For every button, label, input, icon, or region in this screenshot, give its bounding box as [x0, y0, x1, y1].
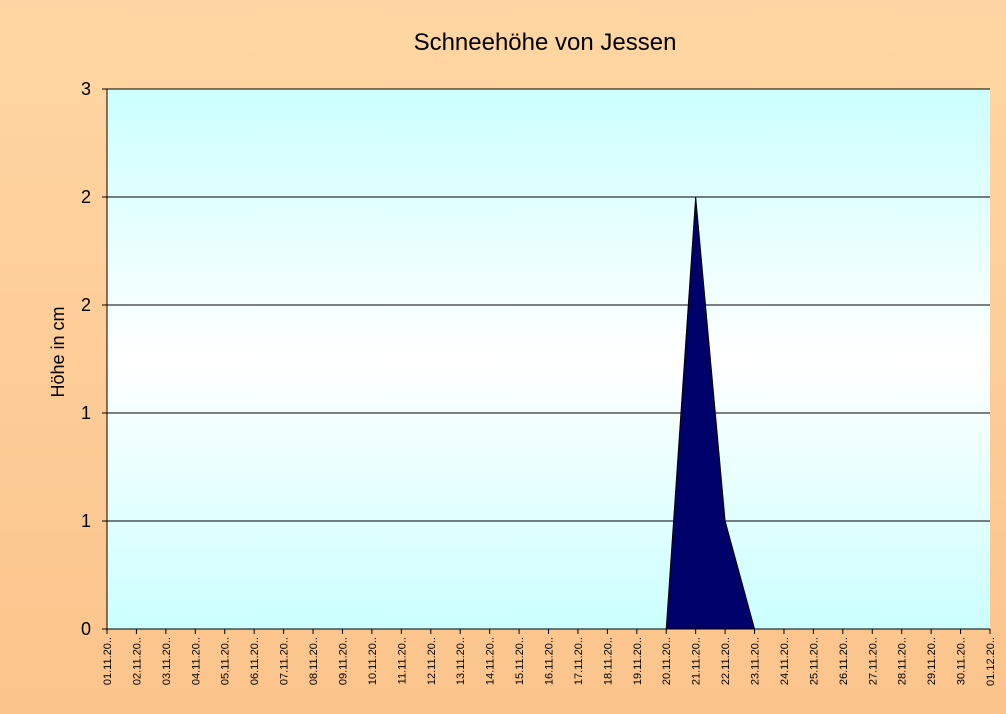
x-tick-label: 16.11.20..	[544, 637, 556, 685]
x-tick-label: 21.11.20..	[691, 637, 703, 685]
x-tick-label: 18.11.20..	[602, 637, 614, 685]
x-tick-label: 04.11.20..	[190, 637, 202, 685]
x-tick-label: 11.11.20..	[396, 637, 408, 684]
x-tick-label: 24.11.20..	[779, 637, 791, 685]
x-tick-label: 19.11.20..	[632, 637, 644, 685]
x-tick-label: 06.11.20..	[249, 637, 261, 685]
y-tick-label: 1	[81, 511, 91, 531]
x-tick-label: 13.11.20..	[455, 637, 467, 685]
plot-area	[107, 89, 990, 629]
y-axis-ticks: 0 1 1 2 2 3	[81, 79, 107, 639]
x-tick-label: 03.11.20..	[161, 637, 173, 685]
y-tick-label: 2	[81, 187, 91, 207]
x-tick-label: 20.11.20..	[661, 637, 673, 685]
x-tick-label: 09.11.20..	[337, 637, 349, 685]
y-tick-label: 3	[81, 79, 91, 99]
x-tick-label: 29.11.20..	[926, 637, 938, 685]
x-tick-label: 05.11.20..	[220, 637, 232, 685]
y-tick-label: 0	[81, 619, 91, 639]
x-tick-label: 14.11.20..	[485, 637, 497, 685]
x-tick-label: 26.11.20..	[838, 637, 850, 685]
x-tick-label: 30.11.20..	[956, 637, 968, 685]
x-tick-label: 07.11.20..	[279, 637, 291, 685]
x-tick-label: 23.11.20..	[750, 637, 762, 685]
x-tick-label: 17.11.20..	[573, 637, 585, 685]
x-tick-label: 01.12.20..	[985, 637, 997, 686]
x-tick-label: 08.11.20..	[308, 637, 320, 685]
x-tick-label: 28.11.20..	[897, 637, 909, 685]
x-tick-label: 25.11.20..	[808, 637, 820, 685]
x-tick-label: 12.11.20..	[426, 637, 438, 685]
y-tick-label: 1	[81, 403, 91, 423]
x-tick-label: 27.11.20..	[867, 637, 879, 685]
x-tick-label: 10.11.20..	[367, 637, 379, 685]
x-tick-label: 22.11.20..	[720, 637, 732, 685]
x-tick-label: 02.11.20..	[131, 637, 143, 685]
y-axis-label: Höhe in cm	[48, 306, 68, 397]
x-tick-label: 01.11.20..	[102, 637, 114, 685]
chart-title: Schneehöhe von Jessen	[414, 29, 677, 56]
x-tick-label: 15.11.20..	[514, 637, 526, 685]
y-tick-label: 2	[81, 295, 91, 315]
x-axis-ticks: 01.11.20.. 02.11.20.. 03.11.20.. 04.11.20..…	[102, 629, 997, 686]
